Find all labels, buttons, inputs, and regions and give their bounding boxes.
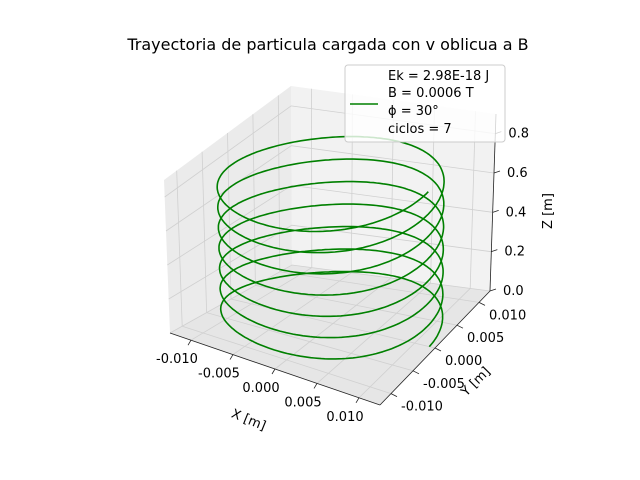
x-tick-label: 0.010 <box>326 410 363 425</box>
legend-frame <box>344 64 506 143</box>
x-tick-label: -0.010 <box>156 352 198 367</box>
chart-title: Trayectoria de particula cargada con v o… <box>126 35 528 54</box>
grid-line-z <box>167 184 493 266</box>
series-group <box>216 135 445 360</box>
tick-marks <box>187 131 502 404</box>
z-axis-line <box>489 113 497 292</box>
y-tick-mark <box>456 324 464 329</box>
z-tick-label: 0.4 <box>506 205 527 220</box>
z-tick-mark <box>489 288 497 292</box>
y-tick-label: 0.000 <box>445 354 482 369</box>
z-axis-label: Z [m] <box>541 193 556 229</box>
tick-labels: -0.010-0.0050.0000.0050.010-0.010-0.0050… <box>156 127 529 425</box>
x-tick-label: -0.005 <box>198 367 240 382</box>
z-tick-label: 0.8 <box>508 127 529 142</box>
grid-line-z <box>165 145 495 232</box>
y-tick-mark <box>434 347 442 352</box>
y-tick-mark <box>478 302 486 306</box>
z-tick-mark <box>491 249 498 253</box>
grid-line-z <box>169 264 491 334</box>
y-tick-mark <box>412 370 420 375</box>
grid-lines <box>164 88 496 399</box>
legend-line-4: ciclos = 7 <box>388 122 452 137</box>
legend-line-1: Ek = 2.98E-18 J <box>388 69 489 84</box>
legend: Ek = 2.98E-18 J B = 0.0006 T ϕ = 30° cic… <box>344 64 506 143</box>
helix-trajectory-line <box>216 135 445 360</box>
x-tick-mark <box>229 354 234 360</box>
x-tick-label: 0.000 <box>242 381 279 396</box>
y-tick-mark <box>390 393 398 397</box>
x-tick-mark <box>313 383 318 389</box>
x-tick-mark <box>355 397 360 404</box>
z-tick-label: 0.2 <box>504 245 525 260</box>
x-tick-mark <box>187 339 192 346</box>
x-tick-mark <box>271 368 276 375</box>
y-tick-label: -0.010 <box>401 400 443 415</box>
y-tick-label: 0.005 <box>467 331 504 346</box>
x-axis-label: X [m] <box>229 407 268 434</box>
x-tick-label: 0.005 <box>284 395 321 410</box>
y-tick-label: -0.005 <box>423 377 465 392</box>
z-tick-label: 0.0 <box>503 284 524 299</box>
z-tick-label: 0.6 <box>507 166 528 181</box>
z-tick-mark <box>492 209 499 213</box>
legend-line-3: ϕ = 30° <box>388 104 439 119</box>
y-tick-label: 0.010 <box>489 308 526 323</box>
z-tick-mark <box>493 170 501 174</box>
legend-line-2: B = 0.0006 T <box>388 86 474 101</box>
